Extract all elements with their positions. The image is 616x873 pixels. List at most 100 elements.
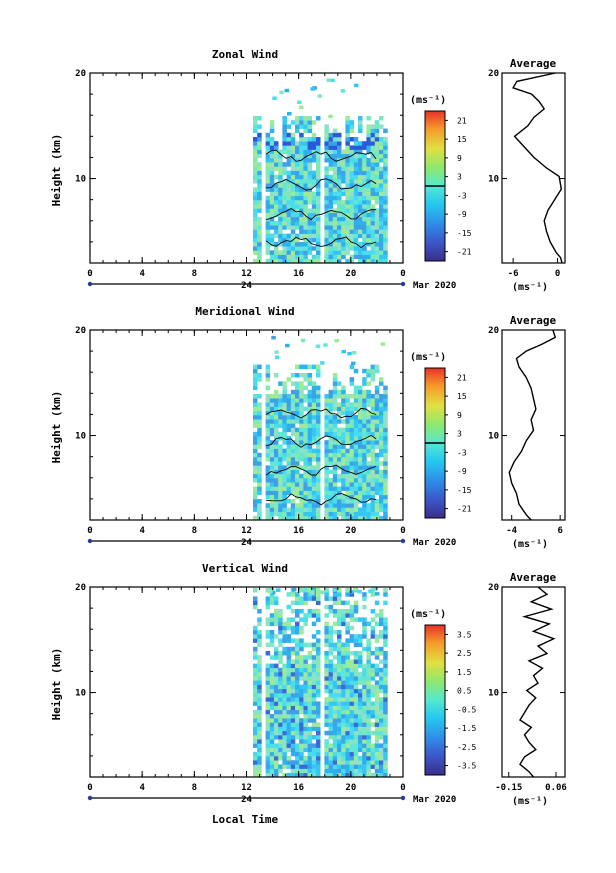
heatmap-cell <box>274 250 279 255</box>
heatmap-cell <box>311 179 317 184</box>
heatmap-cell <box>370 368 376 374</box>
heatmap-cell <box>349 225 355 230</box>
heatmap-cell <box>274 402 279 407</box>
heatmap-cell <box>299 772 304 778</box>
heatmap-cell <box>269 398 275 403</box>
heatmap-cell <box>358 482 363 487</box>
heatmap-cell <box>307 402 313 407</box>
heatmap-cell <box>295 385 300 391</box>
heatmap-cell <box>366 714 371 719</box>
heatmap-cell <box>290 402 296 407</box>
heatmap-cell <box>295 756 300 761</box>
heatmap-cell <box>257 195 262 201</box>
heatmap-cell <box>374 229 380 234</box>
heatmap-cell <box>383 478 388 483</box>
heatmap-cell <box>362 621 367 627</box>
heatmap-cell <box>383 233 388 239</box>
heatmap-cell <box>362 254 367 260</box>
heatmap-cell <box>307 478 313 483</box>
heatmap-cell <box>265 149 271 155</box>
heatmap-cell <box>374 705 380 711</box>
heatmap-cell <box>282 482 287 487</box>
heatmap-cell <box>328 187 334 192</box>
heatmap-cell <box>379 469 384 475</box>
heatmap-cell <box>341 204 346 209</box>
heatmap-cell <box>295 216 300 222</box>
heatmap-cell <box>290 507 296 512</box>
heatmap-cell <box>324 195 329 201</box>
heatmap-cell <box>316 465 321 470</box>
heatmap-cell <box>383 503 388 508</box>
heatmap-cell <box>278 461 283 466</box>
y-axis-label: Height (km) <box>50 391 63 464</box>
heatmap-cell <box>374 200 380 205</box>
heatmap-cell <box>358 461 363 466</box>
heatmap-cell <box>290 250 296 255</box>
heatmap-cell <box>282 688 287 694</box>
heatmap-cell <box>286 436 292 441</box>
heatmap-cell <box>374 507 380 512</box>
heatmap-cell <box>362 739 367 744</box>
heatmap-cell <box>370 158 376 163</box>
heatmap-cell <box>295 730 300 736</box>
heatmap-cell <box>299 398 304 403</box>
heatmap-cell <box>295 651 300 656</box>
heatmap-cell <box>370 461 376 466</box>
heatmap-cell <box>328 604 334 610</box>
heatmap-cell <box>345 120 350 125</box>
heatmap-cell <box>379 486 384 491</box>
heatmap-cell <box>265 596 271 601</box>
heatmap-cell <box>328 394 334 399</box>
heatmap-cell <box>324 419 329 424</box>
heatmap-cell <box>379 672 384 677</box>
heatmap-cell <box>374 751 380 757</box>
heatmap-cell <box>345 676 350 681</box>
heatmap-cell <box>253 490 258 496</box>
heatmap-cell <box>332 772 338 778</box>
colorbar-tick-label: 3 <box>457 430 462 439</box>
heatmap-cell <box>282 469 287 475</box>
heatmap-cell <box>374 402 380 407</box>
heatmap-cell <box>358 735 363 740</box>
heatmap-cell <box>307 153 313 159</box>
heatmap-cell <box>286 225 292 230</box>
heatmap-cell <box>269 515 275 521</box>
profile-xlabel: (ms⁻¹) <box>512 539 548 550</box>
heatmap-cell <box>337 688 342 694</box>
heatmap-cell <box>253 638 258 643</box>
heatmap-cell <box>349 772 355 778</box>
heatmap-cell <box>303 431 308 437</box>
heatmap-cell <box>332 174 338 180</box>
heatmap-cell <box>345 651 350 656</box>
heatmap-cell <box>265 233 271 239</box>
heatmap-cell <box>299 137 304 142</box>
heatmap-cell <box>328 191 334 197</box>
heatmap-cell <box>337 415 342 420</box>
heatmap-cell <box>316 406 321 412</box>
heatmap-cell <box>345 174 350 180</box>
heatmap-cell <box>374 478 380 483</box>
x-tick-label: 0 <box>87 269 92 279</box>
heatmap-cell <box>328 507 334 512</box>
heatmap-cell <box>349 764 355 769</box>
heatmap-cell <box>320 361 325 365</box>
heatmap-cell <box>286 659 292 664</box>
heatmap-cell <box>374 436 380 441</box>
heatmap-cell <box>299 406 304 412</box>
heatmap-cell <box>316 739 321 744</box>
heatmap-cell <box>303 747 308 753</box>
heatmap-cell <box>358 676 363 681</box>
profile-y-tick-label: 10 <box>488 175 499 185</box>
heatmap-cell <box>366 170 371 176</box>
heatmap-cell <box>374 242 380 247</box>
heatmap-cell <box>324 688 329 694</box>
heatmap-cell <box>383 469 388 475</box>
heatmap-cell <box>366 368 371 374</box>
heatmap-cell <box>337 638 342 643</box>
heatmap-cell <box>316 494 321 500</box>
heatmap-cell <box>282 137 287 142</box>
heatmap-cell <box>383 158 388 163</box>
heatmap-cell <box>286 461 292 466</box>
heatmap-cell <box>345 457 350 462</box>
heatmap-cell <box>362 233 367 239</box>
